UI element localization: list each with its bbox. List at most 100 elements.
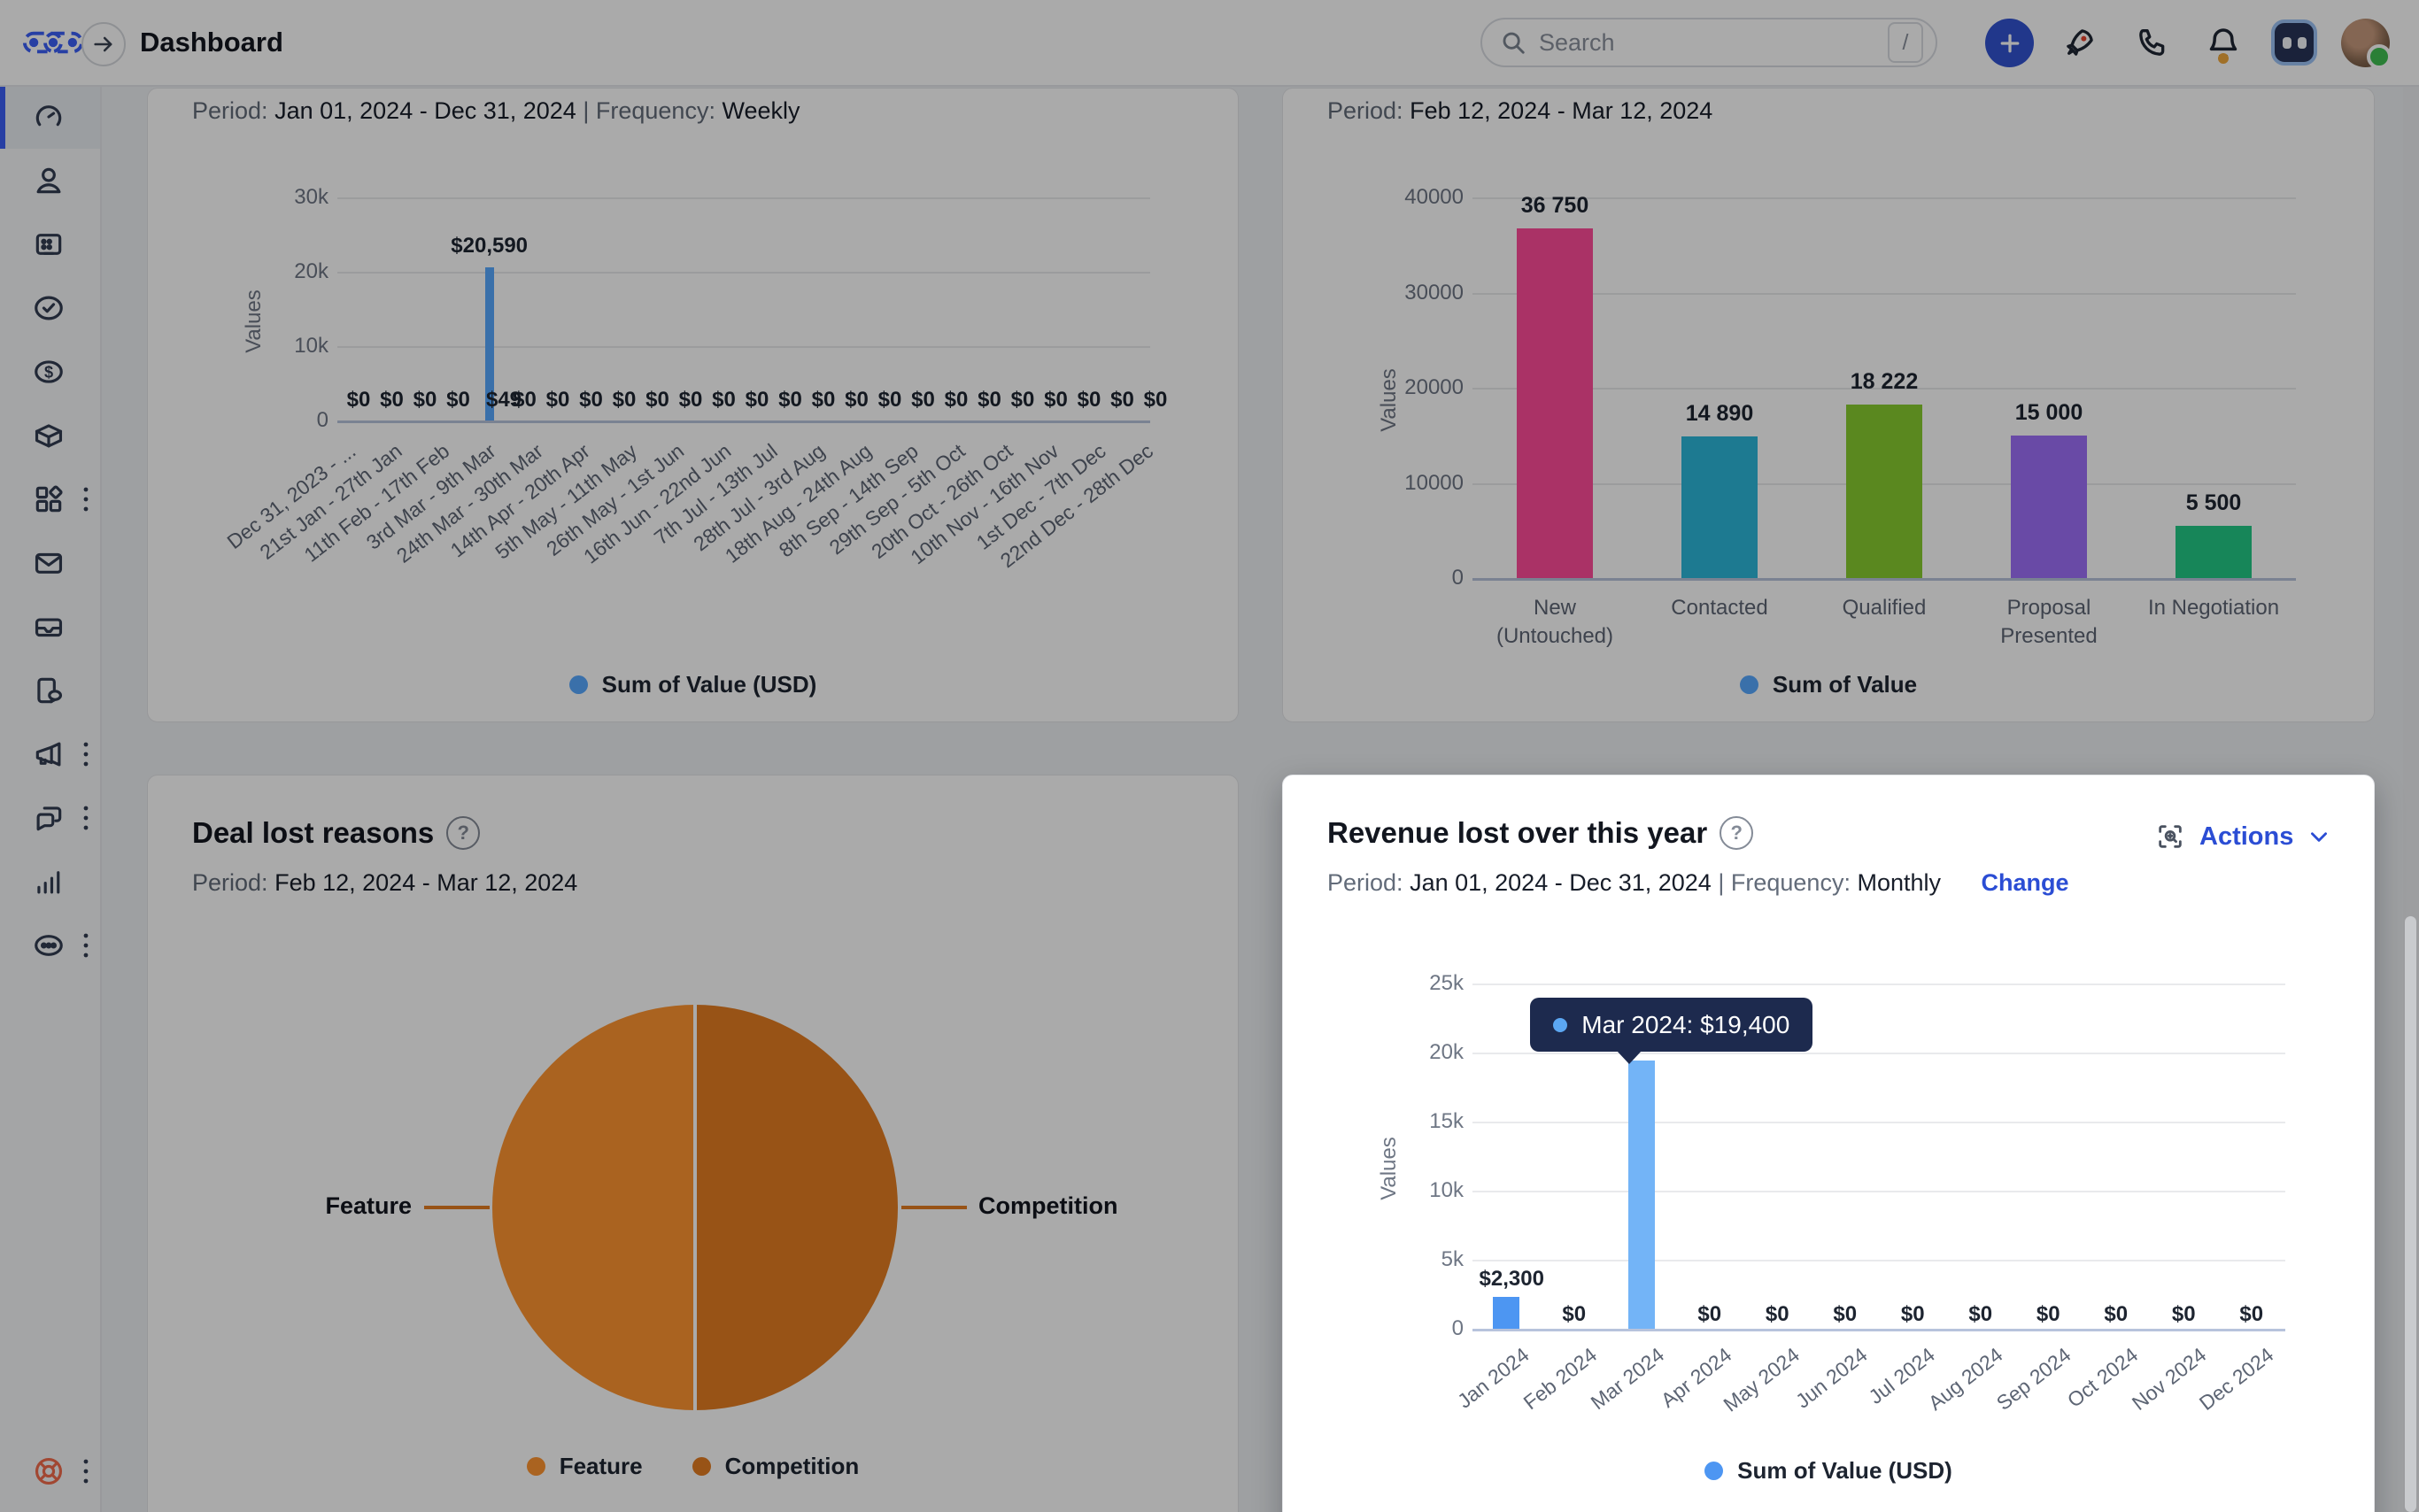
bar[interactable] bbox=[1517, 228, 1593, 578]
legend-text: Sum of Value bbox=[1772, 671, 1918, 698]
separator: | bbox=[1718, 869, 1725, 896]
topbar: Dashboard Search / bbox=[0, 0, 2419, 87]
period-label: Period: bbox=[1327, 869, 1403, 896]
y-tick-label: 20k bbox=[294, 259, 328, 283]
pie-callout-line bbox=[901, 1206, 967, 1209]
kebab-menu-icon[interactable] bbox=[80, 930, 92, 960]
bar[interactable] bbox=[1628, 1061, 1656, 1329]
kebab-menu-icon[interactable] bbox=[80, 1456, 92, 1486]
bar[interactable] bbox=[484, 267, 494, 420]
y-axis-title: Values bbox=[1376, 368, 1401, 432]
call-button[interactable] bbox=[2133, 23, 2172, 62]
user-avatar[interactable] bbox=[2341, 19, 2392, 69]
value-label: $0 bbox=[1833, 1302, 1858, 1326]
pie-chart[interactable] bbox=[492, 1005, 898, 1410]
search-shortcut-badge: / bbox=[1888, 22, 1923, 63]
sidebar-item-apps[interactable] bbox=[0, 467, 100, 531]
gridline bbox=[1472, 1122, 2285, 1123]
legend-text: Feature bbox=[559, 1453, 643, 1479]
legend-text: Competition bbox=[724, 1453, 860, 1479]
actions-button[interactable]: Actions bbox=[2199, 822, 2294, 851]
sidebar-item-products[interactable] bbox=[0, 404, 100, 467]
search-input[interactable]: Search / bbox=[1480, 18, 1937, 67]
value-label: $0 bbox=[678, 388, 703, 412]
y-tick-label: 0 bbox=[316, 408, 328, 432]
sidebar-item-campaigns[interactable] bbox=[0, 722, 100, 786]
app-logo-icon[interactable] bbox=[21, 24, 85, 61]
y-tick-label: 10000 bbox=[1404, 470, 1464, 495]
grid-icon bbox=[32, 482, 66, 516]
value-label: $0 bbox=[877, 388, 902, 412]
notifications-button[interactable] bbox=[2204, 23, 2243, 64]
sidebar-item-inbox[interactable] bbox=[0, 595, 100, 659]
legend-item[interactable]: Sum of Value bbox=[1739, 671, 1918, 698]
value-label: $0 bbox=[1562, 1302, 1587, 1326]
kebab-menu-icon[interactable] bbox=[80, 739, 92, 769]
help-icon[interactable]: ? bbox=[1720, 816, 1754, 850]
pie-slice-label: Competition bbox=[978, 1192, 1118, 1219]
whats-new-button[interactable] bbox=[2060, 23, 2099, 62]
frequency-label: Frequency: bbox=[1730, 869, 1851, 896]
sidebar-item-calls[interactable] bbox=[0, 659, 100, 722]
sidebar-collapse-button[interactable] bbox=[81, 22, 126, 66]
y-tick-label: 5k bbox=[1441, 1247, 1464, 1271]
value-label: $0 bbox=[2171, 1302, 2196, 1326]
sidebar-item-help[interactable] bbox=[0, 1439, 100, 1503]
scrollbar-thumb[interactable] bbox=[2405, 916, 2416, 1512]
bar[interactable] bbox=[1681, 436, 1758, 578]
chevron-down-icon[interactable] bbox=[2307, 825, 2330, 848]
legend-item[interactable]: Competition bbox=[692, 1453, 860, 1480]
phone-icon bbox=[2139, 29, 2165, 56]
legend-item[interactable]: Sum of Value (USD) bbox=[568, 671, 816, 698]
value-label: $0 bbox=[612, 388, 637, 412]
value-label: $0 bbox=[1968, 1302, 1993, 1326]
legend-item[interactable]: Sum of Value (USD) bbox=[1704, 1457, 1952, 1485]
app-switcher-button[interactable] bbox=[2271, 19, 2317, 66]
value-label: $0 bbox=[2239, 1302, 2264, 1326]
help-icon[interactable]: ? bbox=[446, 816, 481, 850]
x-tick-label: Sep 2024 bbox=[1991, 1343, 2075, 1416]
value-label: $0 bbox=[579, 388, 603, 412]
bar[interactable] bbox=[1846, 405, 1922, 578]
gridline bbox=[1472, 388, 2296, 390]
legend-item[interactable]: Feature bbox=[526, 1453, 643, 1480]
value-label: $0 bbox=[413, 388, 437, 412]
chart-period-line: Period: Feb 12, 2024 - Mar 12, 2024 bbox=[1327, 97, 1712, 125]
zoom-focus-icon[interactable] bbox=[2155, 822, 2185, 852]
y-tick-label: 25k bbox=[1429, 971, 1464, 995]
legend-dot bbox=[568, 675, 588, 694]
sidebar-item-contacts[interactable] bbox=[0, 149, 100, 212]
change-link[interactable]: Change bbox=[1981, 869, 2069, 896]
sidebar-item-smart-views[interactable] bbox=[0, 212, 100, 276]
period-value: Feb 12, 2024 - Mar 12, 2024 bbox=[274, 869, 578, 896]
chart-legend: Feature Competition bbox=[148, 1453, 1238, 1480]
gridline bbox=[1472, 1053, 2285, 1054]
bars-icon bbox=[32, 865, 66, 899]
sidebar-item-email[interactable] bbox=[0, 531, 100, 595]
x-tick-label: Dec 2024 bbox=[2195, 1343, 2278, 1416]
x-axis-line bbox=[337, 420, 1150, 423]
bar[interactable] bbox=[2011, 435, 2087, 578]
bar[interactable] bbox=[2176, 525, 2252, 578]
bar[interactable] bbox=[1493, 1297, 1520, 1329]
sidebar-item-opportunities[interactable]: $ bbox=[0, 340, 100, 404]
value-label: $0 bbox=[1077, 388, 1101, 412]
sidebar-item-dashboard[interactable] bbox=[0, 85, 100, 149]
sidebar-item-reports[interactable] bbox=[0, 850, 100, 914]
value-label: $0 bbox=[446, 388, 470, 412]
search-icon bbox=[1503, 32, 1525, 54]
sidebar-item-more[interactable] bbox=[0, 914, 100, 977]
y-tick-label: 10k bbox=[294, 334, 328, 358]
rocket-icon bbox=[2067, 29, 2093, 56]
sidebar-item-conversations[interactable] bbox=[0, 786, 100, 850]
create-new-button[interactable] bbox=[1985, 19, 2034, 67]
bar-value-label: 18 222 bbox=[1850, 369, 1919, 395]
frequency-label: Frequency: bbox=[595, 97, 715, 124]
kebab-menu-icon[interactable] bbox=[80, 484, 92, 514]
tooltip-series-dot bbox=[1553, 1017, 1568, 1032]
card-deal-lost-reasons: Deal lost reasons ? Period: Feb 12, 2024… bbox=[147, 775, 1239, 1512]
kebab-menu-icon[interactable] bbox=[80, 803, 92, 833]
y-axis-title: Values bbox=[241, 289, 266, 353]
sidebar-item-tasks[interactable] bbox=[0, 276, 100, 340]
